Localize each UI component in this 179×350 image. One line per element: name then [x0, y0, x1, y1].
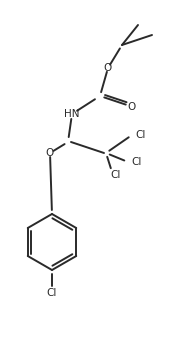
Text: Cl: Cl	[135, 130, 145, 140]
Text: O: O	[104, 63, 112, 73]
Text: Cl: Cl	[131, 157, 141, 167]
Text: HN: HN	[64, 109, 80, 119]
Text: Cl: Cl	[47, 288, 57, 298]
Text: O: O	[46, 148, 54, 158]
Text: O: O	[128, 102, 136, 112]
Text: Cl: Cl	[110, 170, 120, 180]
